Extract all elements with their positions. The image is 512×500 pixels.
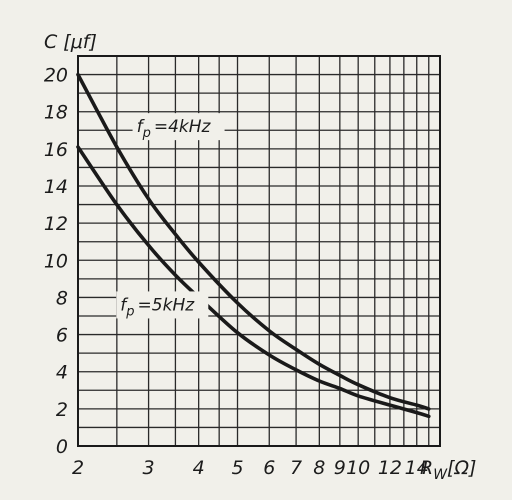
series-label-text: fp =5kHz: [120, 295, 195, 319]
y-tick-label: 14: [44, 176, 68, 198]
x-tick-label: 3: [143, 457, 155, 479]
y-tick-label: 16: [44, 139, 68, 161]
y-tick-label: 6: [56, 325, 68, 347]
y-tick-label: 12: [44, 213, 68, 235]
x-tick-label: 4: [193, 457, 205, 479]
x-tick-label: 12: [378, 457, 402, 479]
y-tick-label: 0: [56, 436, 68, 458]
y-axis-label: C [μf]: [44, 31, 97, 53]
x-tick-label: 2: [72, 457, 84, 479]
x-tick-label: 9: [334, 457, 346, 479]
plot-frame: [77, 55, 441, 447]
x-tick-label: 14: [405, 457, 429, 479]
x-tick-label: 7: [290, 457, 302, 479]
x-tick-label: 10: [346, 457, 370, 479]
x-tick-label: 8: [313, 457, 325, 479]
series-line: [76, 145, 431, 419]
y-tick-label: 2: [56, 399, 68, 421]
series-line: [76, 72, 431, 411]
series-label-text: fp =4kHz: [137, 117, 212, 141]
series-lines: [76, 72, 431, 419]
y-tick-label: 4: [56, 362, 68, 384]
series-label: fp =4kHz: [132, 113, 225, 141]
x-tick-label: 5: [231, 457, 243, 479]
series-label: fp =5kHz: [116, 291, 209, 319]
axis-labels: fp =4kHz fp =5kHz C [μf] RW[Ω]: [44, 31, 476, 483]
y-tick-label: 8: [56, 287, 68, 309]
grid: [77, 55, 440, 447]
series-label-box: [116, 291, 209, 319]
series-label-box: [132, 113, 225, 141]
y-tick-label: 18: [44, 102, 68, 124]
x-tick-label: 6: [263, 457, 275, 479]
y-tick-label: 20: [44, 65, 68, 87]
y-tick-label: 10: [44, 250, 68, 272]
x-axis-label: RW[Ω]: [420, 457, 476, 483]
